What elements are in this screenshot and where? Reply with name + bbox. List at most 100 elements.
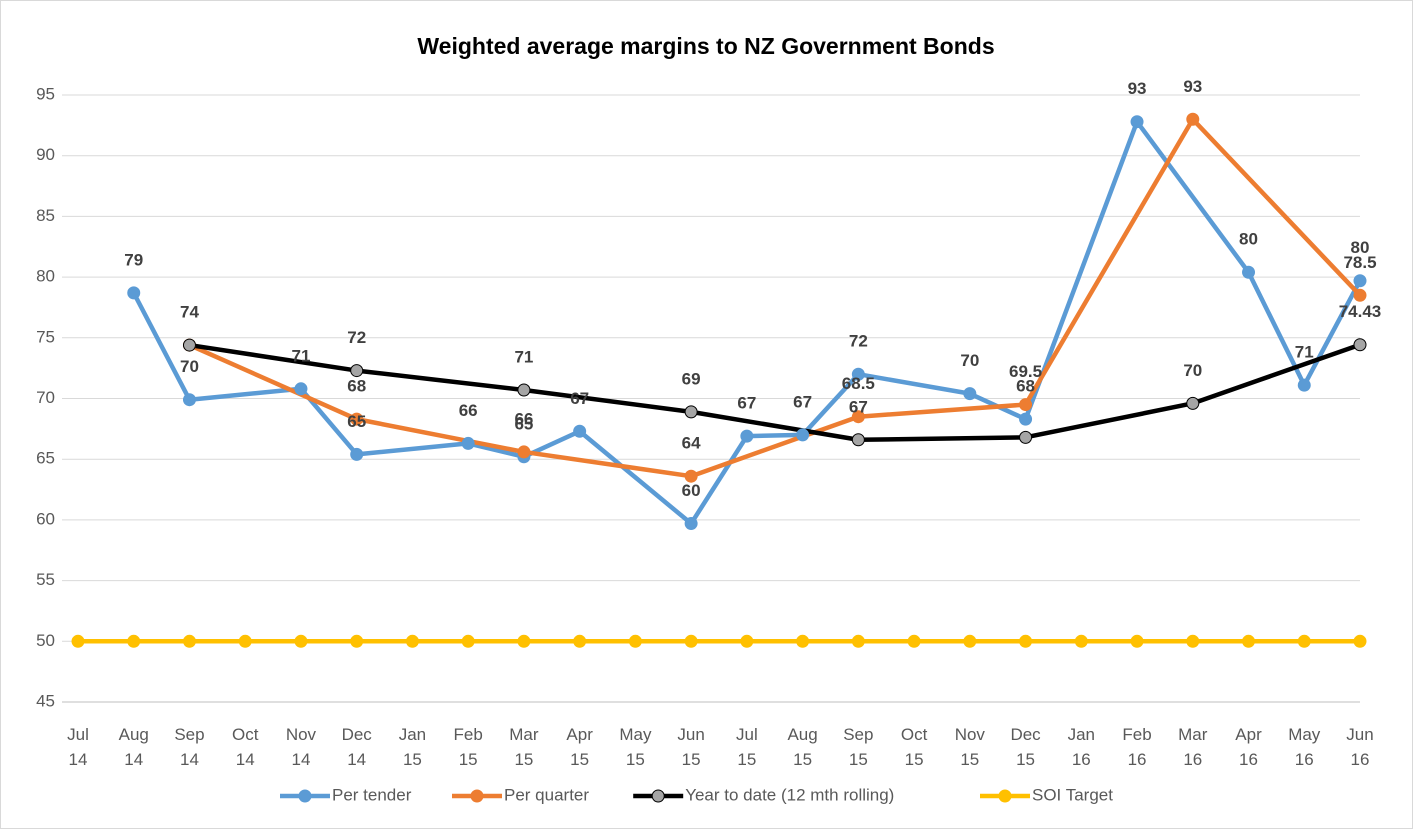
y-tick-label: 85: [36, 206, 55, 225]
data-point: [238, 634, 252, 648]
data-label: 70: [1183, 361, 1202, 380]
data-label: 80: [1351, 238, 1370, 257]
data-point: [294, 634, 308, 648]
data-point: [1297, 634, 1311, 648]
legend-label: SOI Target: [1032, 785, 1113, 804]
data-point: [350, 412, 364, 426]
data-label: 74.43: [1339, 302, 1382, 321]
data-label: 71: [514, 347, 533, 366]
data-label: 60: [682, 481, 701, 500]
data-point: [851, 367, 865, 381]
x-tick-label: Oct 15: [900, 725, 928, 769]
series-line: [188, 117, 1362, 479]
y-tick-label: 65: [36, 449, 55, 468]
data-point: [350, 364, 364, 378]
x-tick-label: Jul 14: [67, 725, 89, 769]
data-label: 67: [570, 389, 589, 408]
data-point: [1353, 288, 1367, 302]
data-label: 67: [737, 394, 756, 413]
data-point: [1353, 274, 1367, 288]
data-point: [684, 634, 698, 648]
x-tick-label: Feb 16: [1122, 725, 1152, 769]
legend-label: Year to date (12 mth rolling): [685, 785, 894, 804]
data-point: [350, 634, 364, 648]
data-point: [182, 634, 196, 648]
data-label: 65: [514, 414, 533, 433]
data-point: [350, 447, 364, 461]
data-point: [684, 469, 698, 483]
data-point: [405, 634, 419, 648]
x-tick-label: May 16: [1288, 725, 1321, 769]
data-label: 72: [347, 328, 366, 347]
legend-label: Per quarter: [504, 785, 589, 804]
data-point: [628, 634, 642, 648]
data-label: 69: [682, 369, 701, 388]
x-tick-label: Feb 15: [453, 725, 483, 769]
x-tick-label: Mar 15: [509, 725, 539, 769]
x-tick-label: Nov 15: [954, 725, 985, 769]
data-point: [294, 382, 308, 396]
data-label: 93: [1128, 79, 1147, 98]
data-point: [740, 634, 754, 648]
x-tick-label: Sep 15: [843, 725, 874, 769]
data-label: 70: [960, 351, 979, 370]
data-point: [573, 634, 587, 648]
data-label: 71: [291, 346, 310, 365]
data-label: 93: [1183, 77, 1202, 96]
data-point: [1353, 338, 1367, 352]
data-point: [1019, 412, 1033, 426]
x-tick-label: Nov 14: [285, 725, 317, 769]
x-tick-label: Mar 16: [1178, 725, 1208, 769]
x-tick-label: Jan 16: [1067, 725, 1095, 769]
chart-title: Weighted average margins to NZ Governmen…: [417, 33, 994, 59]
data-label: 68: [347, 377, 366, 396]
data-point: [517, 383, 531, 397]
data-point: [684, 517, 698, 531]
y-tick-label: 80: [36, 267, 55, 286]
legend-marker: [470, 789, 484, 803]
data-label: 64: [682, 434, 701, 453]
x-tick-label: Oct 14: [231, 725, 259, 769]
data-point: [851, 634, 865, 648]
data-label: 68: [1016, 377, 1035, 396]
data-point: [1186, 634, 1200, 648]
data-point: [1074, 634, 1088, 648]
data-label: 72: [849, 332, 868, 351]
x-tick-label: Dec 14: [341, 725, 372, 769]
data-label: 78.5: [1343, 253, 1376, 272]
x-tick-label: Apr 16: [1235, 725, 1262, 769]
data-label: 79: [124, 250, 143, 269]
x-tick-label: Aug 14: [118, 725, 149, 769]
x-tick-label: Jun 16: [1346, 725, 1374, 769]
y-tick-label: 50: [36, 631, 55, 650]
data-label: 70: [180, 357, 199, 376]
data-label: 67: [849, 397, 868, 416]
data-point: [1130, 115, 1144, 129]
data-point: [907, 634, 921, 648]
data-label: 66: [514, 409, 533, 428]
data-point: [573, 424, 587, 438]
x-tick-label: Jun 15: [677, 725, 705, 769]
data-label: 80: [1239, 230, 1258, 249]
data-point: [182, 338, 196, 352]
data-label: 68.5: [842, 374, 875, 393]
data-point: [182, 393, 196, 407]
legend-marker: [998, 789, 1012, 803]
data-point: [740, 429, 754, 443]
x-tick-label: Dec 15: [1010, 725, 1041, 769]
data-point: [1297, 378, 1311, 392]
data-point: [1186, 396, 1200, 410]
data-point: [461, 634, 475, 648]
data-label: 71: [1295, 343, 1314, 362]
data-point: [1242, 265, 1256, 279]
data-point: [1130, 634, 1144, 648]
data-point: [684, 405, 698, 419]
y-tick-label: 70: [36, 388, 55, 407]
data-point: [963, 634, 977, 648]
data-point: [1242, 634, 1256, 648]
data-point: [1019, 398, 1033, 412]
data-point: [461, 436, 475, 450]
data-label: 69.5: [1009, 362, 1042, 381]
y-tick-label: 75: [36, 327, 55, 346]
